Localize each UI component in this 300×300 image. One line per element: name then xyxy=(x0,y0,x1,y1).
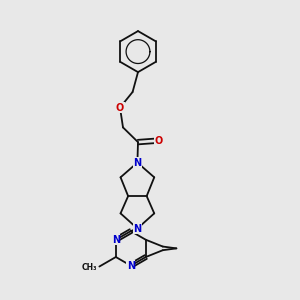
Text: N: N xyxy=(112,235,120,245)
Text: O: O xyxy=(116,103,124,112)
Text: N: N xyxy=(127,261,135,271)
Text: O: O xyxy=(154,136,163,146)
Text: N: N xyxy=(133,158,142,168)
Text: CH₃: CH₃ xyxy=(82,263,98,272)
Text: N: N xyxy=(133,224,142,233)
